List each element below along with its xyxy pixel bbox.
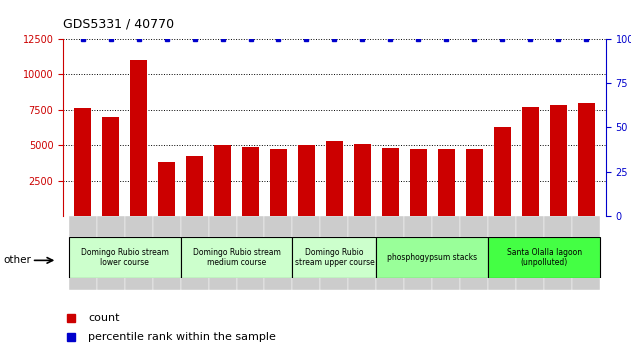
Text: phosphogypsum stacks: phosphogypsum stacks <box>387 253 478 262</box>
Bar <box>376 237 488 278</box>
Bar <box>180 237 293 278</box>
Bar <box>382 148 399 216</box>
Bar <box>550 105 567 216</box>
Bar <box>242 147 259 216</box>
Bar <box>522 107 539 216</box>
Bar <box>321 216 348 290</box>
Bar <box>404 216 432 290</box>
Bar <box>130 60 147 216</box>
Bar <box>410 149 427 216</box>
Bar <box>354 144 371 216</box>
Bar <box>270 149 287 216</box>
Text: Domingo Rubio stream
medium course: Domingo Rubio stream medium course <box>192 248 280 267</box>
Bar <box>488 237 600 278</box>
Text: Domingo Rubio stream
lower course: Domingo Rubio stream lower course <box>81 248 168 267</box>
Bar <box>97 216 125 290</box>
Bar <box>298 145 315 216</box>
Bar <box>209 216 237 290</box>
Bar <box>326 141 343 216</box>
Bar <box>578 103 594 216</box>
Bar <box>348 216 376 290</box>
Bar <box>293 216 321 290</box>
Bar <box>466 149 483 216</box>
Bar <box>572 216 600 290</box>
Bar <box>516 216 544 290</box>
Bar <box>69 237 180 278</box>
Bar <box>125 216 153 290</box>
Bar <box>432 216 460 290</box>
Bar <box>153 216 180 290</box>
Bar <box>544 216 572 290</box>
Text: GDS5331 / 40770: GDS5331 / 40770 <box>63 17 174 30</box>
Bar <box>494 127 510 216</box>
Bar <box>186 156 203 216</box>
Bar <box>74 108 91 216</box>
Bar <box>180 216 209 290</box>
Bar <box>214 145 231 216</box>
Bar <box>102 117 119 216</box>
Bar <box>438 149 455 216</box>
Text: Domingo Rubio
stream upper course: Domingo Rubio stream upper course <box>295 248 374 267</box>
Text: count: count <box>88 313 120 323</box>
Text: Santa Olalla lagoon
(unpolluted): Santa Olalla lagoon (unpolluted) <box>507 248 582 267</box>
Bar <box>158 162 175 216</box>
Bar <box>460 216 488 290</box>
Bar <box>69 216 97 290</box>
Bar <box>293 237 376 278</box>
Bar <box>264 216 293 290</box>
Text: other: other <box>3 255 31 265</box>
Bar <box>488 216 516 290</box>
Text: percentile rank within the sample: percentile rank within the sample <box>88 332 276 342</box>
Bar <box>376 216 404 290</box>
Bar <box>237 216 264 290</box>
